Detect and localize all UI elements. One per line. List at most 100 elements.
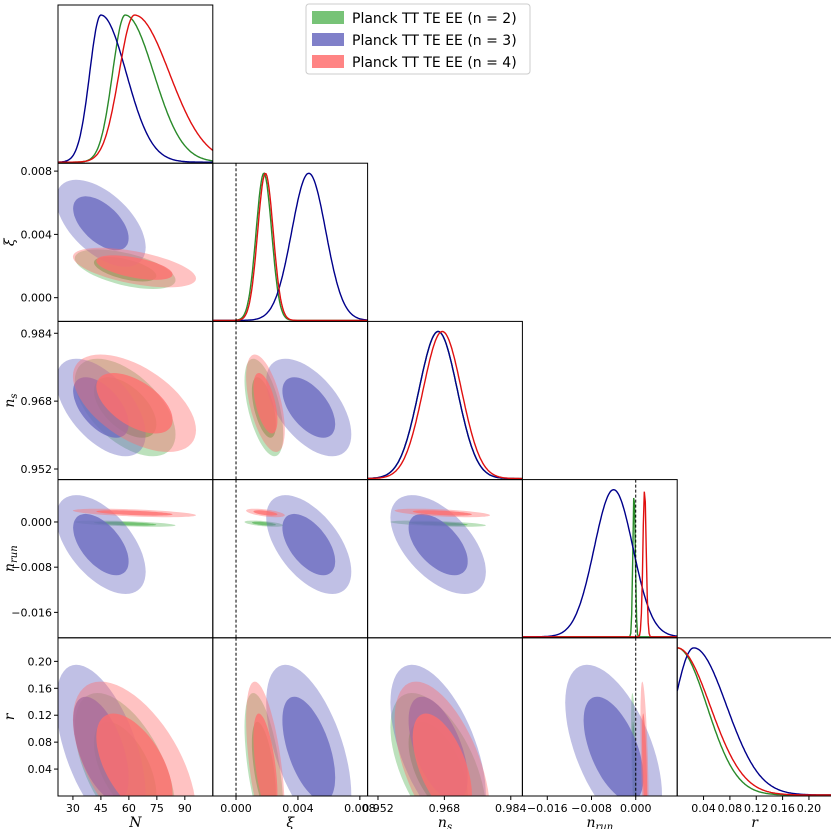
x-tick-label-xi: 0.008: [344, 802, 376, 815]
panel-r-vs-xi: [235, 637, 352, 796]
contour-68-r-nrun-1: [583, 696, 644, 796]
x-tick-label-xi: 0.004: [282, 802, 314, 815]
legend-frame: [305, 3, 531, 75]
panels-layer: [57, 4, 831, 797]
contour-68-nrun-N-1: [73, 513, 129, 576]
contour-68-nrun-ns-2: [412, 510, 472, 516]
x-tick-label-xi: 0.000: [220, 802, 252, 815]
x-axis-label-ns: ns: [438, 815, 452, 829]
y-tick-label-ns: 0.968: [21, 395, 53, 408]
marginal-curve-nrun-2: [522, 491, 678, 638]
contour-68-r-xi-2: [253, 713, 278, 796]
marginal-curve-r-0: [677, 647, 831, 796]
contour-68-r-N-2: [96, 713, 173, 796]
marginal-curve-N-0: [58, 14, 213, 163]
panel-frame: [521, 479, 678, 639]
legend-label-n2: Planck TT TE EE (n = 2): [352, 11, 517, 27]
marginal-curve-ns-2: [367, 330, 523, 480]
contour-68-nrun-xi-1: [282, 513, 336, 576]
contour-68-xi-N-1: [73, 196, 129, 251]
x-axis-label-r: r: [751, 815, 759, 829]
legend-swatch-n4: [312, 55, 344, 68]
marginal-curve-r-2: [677, 647, 831, 796]
panel-frame: [676, 637, 831, 797]
y-tick-label-ns: 0.984: [21, 327, 53, 340]
x-axis-label-nrun: nrun: [586, 815, 613, 829]
y-axis-label-ns: ns: [2, 393, 20, 407]
x-tick-label-N: 75: [150, 802, 164, 815]
y-tick-label-nrun: −0.008: [11, 561, 52, 574]
panel-nrun-vs-nrun: [522, 479, 678, 638]
contour-68-ns-xi-1: [282, 377, 336, 438]
contour-68-ns-xi-2: [253, 373, 278, 434]
y-axis-label-r: r: [2, 712, 18, 720]
marginal-curve-nrun-0: [522, 497, 678, 638]
x-tick-label-nrun: −0.016: [527, 802, 568, 815]
y-tick-label-nrun: −0.016: [11, 606, 52, 619]
legend-swatch-n3: [312, 33, 344, 46]
x-tick-label-N: 90: [178, 802, 192, 815]
marginal-curve-N-1: [58, 14, 213, 163]
x-axis-label-N: N: [128, 815, 142, 829]
panel-N-vs-N: [58, 14, 213, 163]
y-tick-label-nrun: 0.000: [21, 516, 53, 529]
legend: Planck TT TE EE (n = 2) Planck TT TE EE …: [305, 3, 531, 75]
x-tick-label-r: 0.04: [691, 802, 716, 815]
legend-label-n4: Planck TT TE EE (n = 4): [352, 55, 517, 71]
y-axis-label-nrun: nrun: [2, 545, 20, 572]
contour-68-nrun-N-0: [93, 521, 157, 526]
marginal-curve-ns-0: [367, 330, 523, 480]
contour-68-xi-N-2: [96, 255, 173, 280]
contour-68-r-ns-2: [412, 713, 472, 796]
panel-r-vs-ns: [390, 664, 489, 796]
panel-r-vs-N: [58, 664, 195, 796]
y-tick-label-r: 0.08: [28, 736, 53, 749]
x-tick-label-nrun: 0.000: [620, 802, 652, 815]
marginal-curve-ns-1: [367, 330, 523, 480]
legend-swatch-n2: [312, 11, 344, 24]
contour-68-r-nrun-2: [642, 713, 648, 796]
contour-68-nrun-ns-1: [408, 513, 468, 576]
panel-nrun-vs-ns: [390, 495, 490, 594]
contour-68-ns-N-2: [96, 373, 173, 434]
marginal-curve-xi-2: [212, 172, 368, 322]
x-tick-label-N: 60: [122, 802, 136, 815]
panel-xi-vs-N: [58, 179, 196, 289]
marginal-curve-N-2: [58, 14, 213, 163]
panel-nrun-vs-N: [58, 495, 196, 594]
y-tick-label-r: 0.04: [28, 763, 53, 776]
x-tick-label-N: 45: [94, 802, 108, 815]
panel-frame: [57, 4, 214, 164]
x-axis-label-xi: ξ: [286, 815, 295, 829]
y-tick-label-r: 0.12: [28, 709, 53, 722]
panel-nrun-vs-xi: [235, 479, 352, 638]
panel-ns-vs-ns: [367, 330, 523, 480]
x-tick-label-r: 0.20: [797, 802, 822, 815]
panel-xi-vs-xi: [212, 163, 368, 322]
y-axis-label-xi: ξ: [2, 237, 18, 246]
x-tick-label-N: 30: [66, 802, 80, 815]
y-tick-label-xi: 0.008: [21, 165, 53, 178]
marginal-curve-nrun-1: [522, 488, 678, 638]
contour-68-nrun-N-2: [96, 510, 173, 516]
x-tick-label-ns: 0.984: [495, 802, 527, 815]
legend-label-n3: Planck TT TE EE (n = 3): [352, 33, 517, 49]
y-tick-label-ns: 0.952: [21, 463, 53, 476]
y-tick-label-r: 0.16: [28, 682, 53, 695]
y-tick-label-r: 0.20: [28, 655, 53, 668]
contour-68-nrun-xi-2: [253, 510, 278, 516]
panel-ns-vs-xi: [235, 321, 352, 480]
panel-ns-vs-N: [58, 354, 196, 457]
ticks-layer: 30 45 60 75 90 N 0.000 0.004 0.008 ξ 0.952 0.968 0.9…: [2, 165, 821, 829]
marginal-curve-r-1: [677, 647, 831, 796]
contour-68-ns-N-1: [73, 377, 129, 438]
x-tick-label-r: 0.16: [770, 802, 795, 815]
x-tick-label-r: 0.08: [718, 802, 743, 815]
x-tick-label-nrun: −0.008: [571, 802, 612, 815]
x-tick-label-ns: 0.968: [429, 802, 461, 815]
panel-r-vs-r: [677, 647, 831, 796]
x-tick-label-r: 0.12: [744, 802, 769, 815]
contour-68-nrun-xi-0: [251, 521, 276, 526]
panel-r-vs-nrun: [565, 637, 662, 796]
